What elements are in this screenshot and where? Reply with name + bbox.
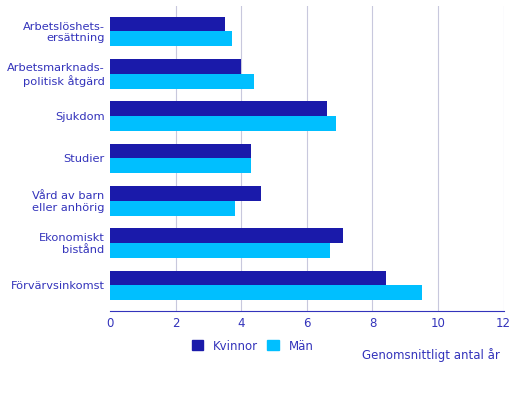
Bar <box>110 75 254 89</box>
Bar <box>110 186 261 201</box>
Bar <box>110 32 232 47</box>
Bar <box>110 117 336 132</box>
Bar <box>110 60 241 75</box>
Bar <box>110 271 385 286</box>
Bar <box>110 286 422 300</box>
Bar <box>110 159 251 174</box>
Legend: Kvinnor, Män: Kvinnor, Män <box>187 334 319 357</box>
Text: Genomsnittligt antal år: Genomsnittligt antal år <box>362 348 500 361</box>
Bar <box>110 201 235 216</box>
Bar <box>110 144 251 159</box>
Bar <box>110 229 343 243</box>
Bar <box>110 243 330 258</box>
Bar <box>110 102 326 117</box>
Bar <box>110 18 225 32</box>
